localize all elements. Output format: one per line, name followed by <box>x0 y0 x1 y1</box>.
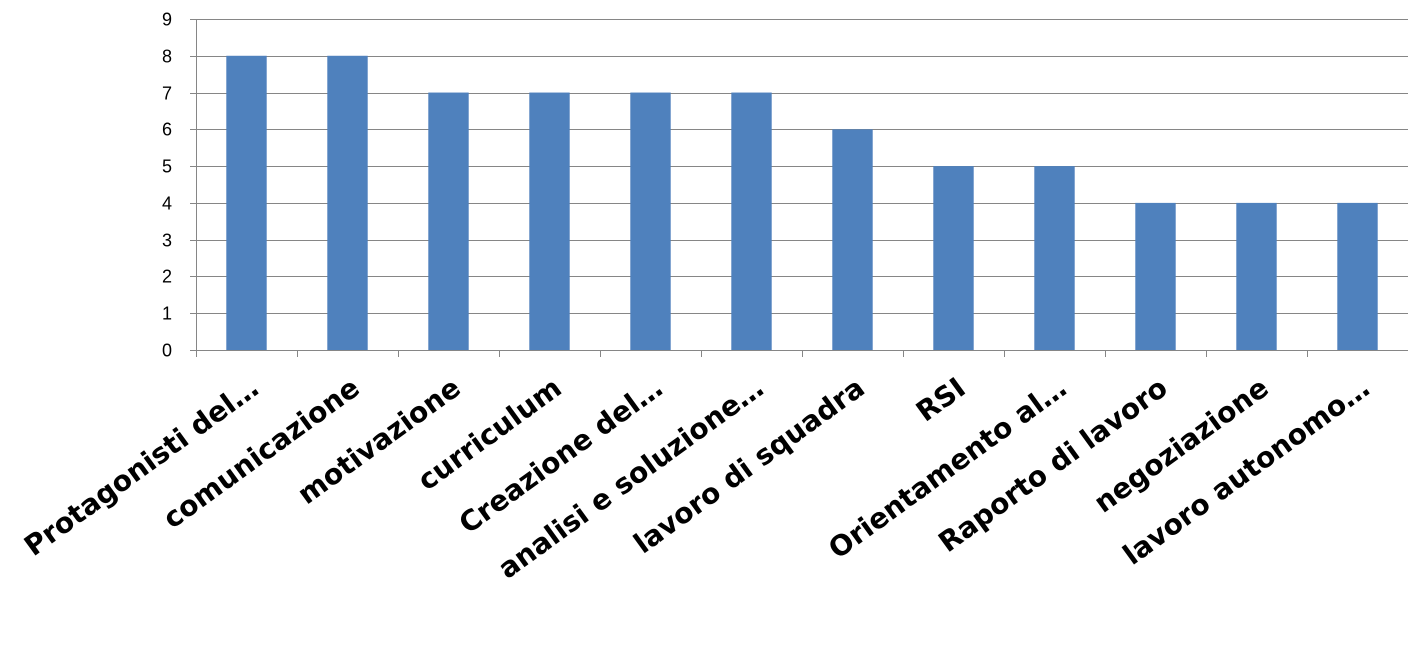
bar-12 <box>1337 202 1378 350</box>
bars <box>226 55 1378 351</box>
y-tick-label: 3 <box>162 231 172 251</box>
y-tick-label: 0 <box>162 341 172 361</box>
y-tick-label: 5 <box>162 157 172 177</box>
y-tick-label: 8 <box>162 47 172 67</box>
y-tick-label: 9 <box>162 10 172 30</box>
bar-4 <box>529 92 570 351</box>
y-tick-label: 7 <box>162 84 172 104</box>
bar-1 <box>226 55 267 351</box>
bar-6 <box>731 92 772 351</box>
bar-9 <box>1034 166 1075 350</box>
bar-7 <box>832 129 873 350</box>
bar-2 <box>327 55 368 351</box>
y-tick-label: 2 <box>162 267 172 287</box>
x-tick-label: RSI <box>910 371 972 428</box>
bar-3 <box>428 92 469 351</box>
y-axis-tick-labels: 0 1 2 3 4 5 6 7 8 9 <box>162 10 172 361</box>
axes <box>190 19 1408 357</box>
bar-5 <box>630 92 671 351</box>
x-axis-tick-labels: Protagonisti del…comunicazionemotivazion… <box>18 371 1375 585</box>
gridlines <box>196 19 1408 314</box>
y-tick-label: 1 <box>162 304 172 324</box>
y-tick-label: 4 <box>162 194 172 214</box>
bar-11 <box>1236 202 1277 350</box>
bar-10 <box>1135 202 1176 350</box>
bar-8 <box>933 166 974 350</box>
y-tick-label: 6 <box>162 120 172 140</box>
